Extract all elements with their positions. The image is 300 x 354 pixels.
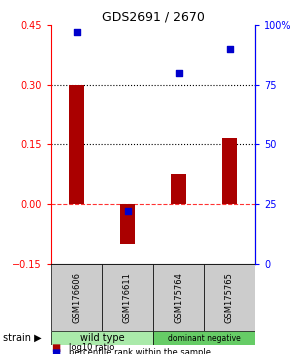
Point bbox=[74, 29, 79, 35]
Point bbox=[125, 208, 130, 214]
Bar bbox=[153, 331, 255, 345]
Text: dominant negative: dominant negative bbox=[168, 333, 240, 343]
Bar bbox=[222, 138, 237, 204]
Point bbox=[176, 70, 181, 75]
Bar bbox=[120, 204, 135, 244]
Bar bbox=[51, 264, 102, 331]
Bar bbox=[171, 174, 186, 204]
Text: ■: ■ bbox=[51, 348, 60, 354]
Text: wild type: wild type bbox=[80, 333, 124, 343]
Text: ■: ■ bbox=[51, 343, 60, 353]
Bar bbox=[204, 264, 255, 331]
Text: percentile rank within the sample: percentile rank within the sample bbox=[69, 348, 211, 354]
Point bbox=[227, 46, 232, 51]
Title: GDS2691 / 2670: GDS2691 / 2670 bbox=[102, 11, 204, 24]
Text: GSM176611: GSM176611 bbox=[123, 272, 132, 323]
Bar bbox=[69, 85, 84, 204]
Bar bbox=[153, 264, 204, 331]
Bar bbox=[51, 331, 153, 345]
Text: GSM175764: GSM175764 bbox=[174, 272, 183, 323]
Text: strain ▶: strain ▶ bbox=[3, 333, 42, 343]
Bar bbox=[102, 264, 153, 331]
Text: GSM176606: GSM176606 bbox=[72, 272, 81, 323]
Text: GSM175765: GSM175765 bbox=[225, 272, 234, 323]
Text: log10 ratio: log10 ratio bbox=[69, 343, 114, 352]
